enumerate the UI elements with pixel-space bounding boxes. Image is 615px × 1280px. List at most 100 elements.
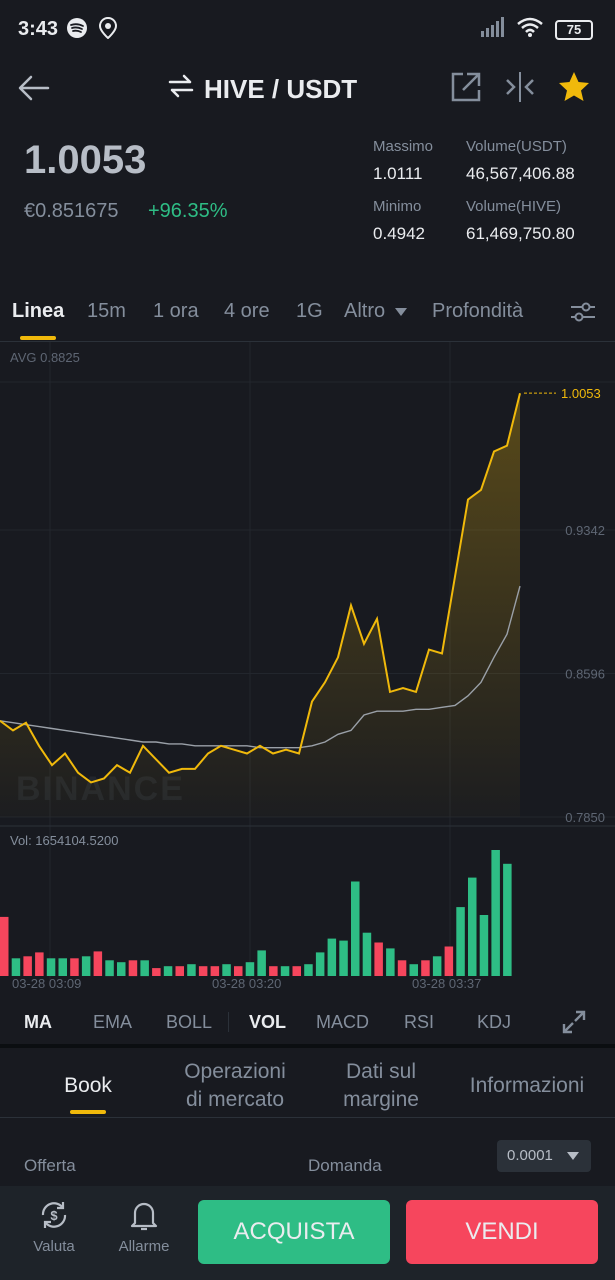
volume-bar — [269, 966, 278, 976]
avg-line — [0, 585, 521, 749]
buy-button[interactable]: ACQUISTA — [198, 1200, 390, 1264]
battery-icon: 75 — [555, 19, 593, 40]
y-axis-label: 0.8596 — [565, 666, 605, 681]
avg-label: AVG 0.8825 — [10, 350, 80, 365]
tab-1h[interactable]: 1 ora — [153, 300, 199, 322]
volume-bar — [117, 962, 126, 976]
tab-margin-data[interactable]: Dati sul margine — [326, 1058, 436, 1114]
volume-bar — [234, 966, 243, 976]
high-value: 1.0111 — [373, 164, 423, 183]
chart-settings-icon[interactable] — [569, 298, 597, 331]
tab-4h[interactable]: 4 ore — [224, 300, 270, 322]
sell-button[interactable]: VENDI — [406, 1200, 598, 1264]
alarms-label: Allarme — [118, 1238, 170, 1255]
tab-margin-data-line2: margine — [343, 1088, 419, 1111]
volume-bar — [175, 966, 184, 976]
bottom-action-bar: $ Valuta Allarme ACQUISTA VENDI — [0, 1186, 615, 1280]
volume-bar — [304, 964, 313, 976]
x-axis-label: 03-28 03:37 — [412, 976, 481, 991]
dropdown-arrow-icon — [394, 307, 407, 316]
spotify-icon — [66, 17, 88, 44]
price-line — [0, 392, 521, 784]
star-icon[interactable] — [557, 70, 591, 104]
volume-bar — [210, 966, 220, 976]
volume-base-value: 61,469,750.80 — [466, 224, 575, 243]
last-price-tag: 1.0053 — [561, 386, 601, 401]
volume-bar — [362, 932, 372, 976]
volume-bar — [292, 966, 301, 976]
volume-bar — [491, 850, 500, 976]
indicator-boll[interactable]: BOLL — [166, 1012, 213, 1032]
y-axis-label: 0.9342 — [565, 523, 605, 538]
chevron-down-icon — [567, 1152, 579, 1160]
low-label: Minimo — [373, 198, 422, 215]
volume-bar — [245, 962, 255, 976]
nav-bar: HIVE / USDT — [0, 60, 615, 120]
price-change: +96.35% — [148, 200, 228, 222]
back-arrow-icon[interactable] — [16, 70, 52, 106]
status-time: 3:43 — [18, 18, 59, 40]
currency-button[interactable]: $ Valuta — [14, 1198, 94, 1255]
external-link-icon[interactable] — [449, 70, 483, 104]
precision-dropdown[interactable]: 0.0001 — [497, 1140, 591, 1172]
volume-bar — [386, 948, 395, 976]
volume-bar — [163, 966, 173, 976]
wifi-icon — [517, 17, 543, 42]
fiat-price: €0.851675 — [24, 200, 119, 222]
tab-1d[interactable]: 1G — [296, 300, 323, 322]
last-price: 1.0053 — [24, 138, 147, 182]
tab-book[interactable]: Book — [64, 1074, 112, 1097]
signal-icon — [481, 17, 505, 42]
indicator-rsi[interactable]: RSI — [404, 1012, 435, 1032]
tab-market-trades-line1: Operazioni — [184, 1060, 286, 1083]
volume-bar — [468, 877, 477, 976]
tab-info[interactable]: Informazioni — [469, 1074, 585, 1097]
indicator-vol[interactable]: VOL — [249, 1012, 287, 1032]
indicator-ema[interactable]: EMA — [93, 1012, 133, 1032]
order-book-header: Offerta Domanda 0.0001 — [0, 1140, 615, 1184]
market-sub-tabs: Book Operazioni di mercato Dati sul marg… — [0, 1052, 615, 1118]
volume-bar — [409, 964, 418, 976]
indicator-ma[interactable]: MA — [24, 1012, 52, 1032]
tab-line[interactable]: Linea — [12, 300, 65, 322]
fullscreen-icon[interactable] — [560, 1008, 588, 1041]
volume-bar — [222, 964, 231, 976]
active-tab-indicator — [20, 336, 56, 340]
indicator-kdj[interactable]: KDJ — [477, 1012, 512, 1032]
volume-quote-label: Volume(USDT) — [466, 138, 567, 155]
price-chart[interactable]: AVG 0.8825 BINANCE 1.0053 0.9342 0.8596 … — [0, 342, 615, 996]
volume-bar — [105, 960, 114, 977]
ticker-panel: 1.0053 €0.851675 +96.35% Massimo 1.0111 … — [0, 130, 615, 270]
currency-label: Valuta — [33, 1238, 75, 1255]
compare-icon[interactable] — [503, 70, 537, 104]
tab-more[interactable]: Altro — [344, 300, 407, 323]
volume-bar — [23, 956, 32, 976]
volume-bar — [374, 942, 383, 976]
volume-bar — [0, 916, 9, 976]
tab-margin-data-line1: Dati sul — [345, 1060, 417, 1083]
tab-market-trades[interactable]: Operazioni di mercato — [166, 1058, 304, 1114]
y-axis-label: 0.7850 — [565, 810, 605, 825]
pair-title: HIVE / USDT — [204, 74, 358, 104]
volume-bar — [397, 960, 407, 977]
volume-bar — [444, 946, 454, 976]
volume-bar — [46, 958, 56, 976]
precision-value: 0.0001 — [507, 1147, 553, 1164]
volume-bar — [327, 938, 337, 976]
tab-depth[interactable]: Profondità — [432, 300, 524, 322]
volume-bar — [351, 881, 360, 976]
status-bar: 3:43 75 — [0, 0, 615, 60]
volume-bar — [456, 907, 465, 976]
volume-bar — [432, 956, 442, 976]
volume-bar — [81, 956, 91, 976]
volume-label: Vol: 1654104.5200 — [10, 833, 118, 848]
volume-quote-value: 46,567,406.88 — [466, 164, 575, 183]
indicator-macd[interactable]: MACD — [316, 1012, 369, 1032]
pair-selector[interactable]: HIVE / USDT — [168, 74, 357, 105]
alarms-button[interactable]: Allarme — [104, 1198, 184, 1255]
indicator-divider — [228, 1012, 229, 1032]
bid-label: Offerta — [24, 1156, 76, 1175]
tab-15m[interactable]: 15m — [87, 300, 126, 322]
tab-market-trades-line2: di mercato — [185, 1088, 285, 1111]
volume-bar — [70, 958, 79, 976]
